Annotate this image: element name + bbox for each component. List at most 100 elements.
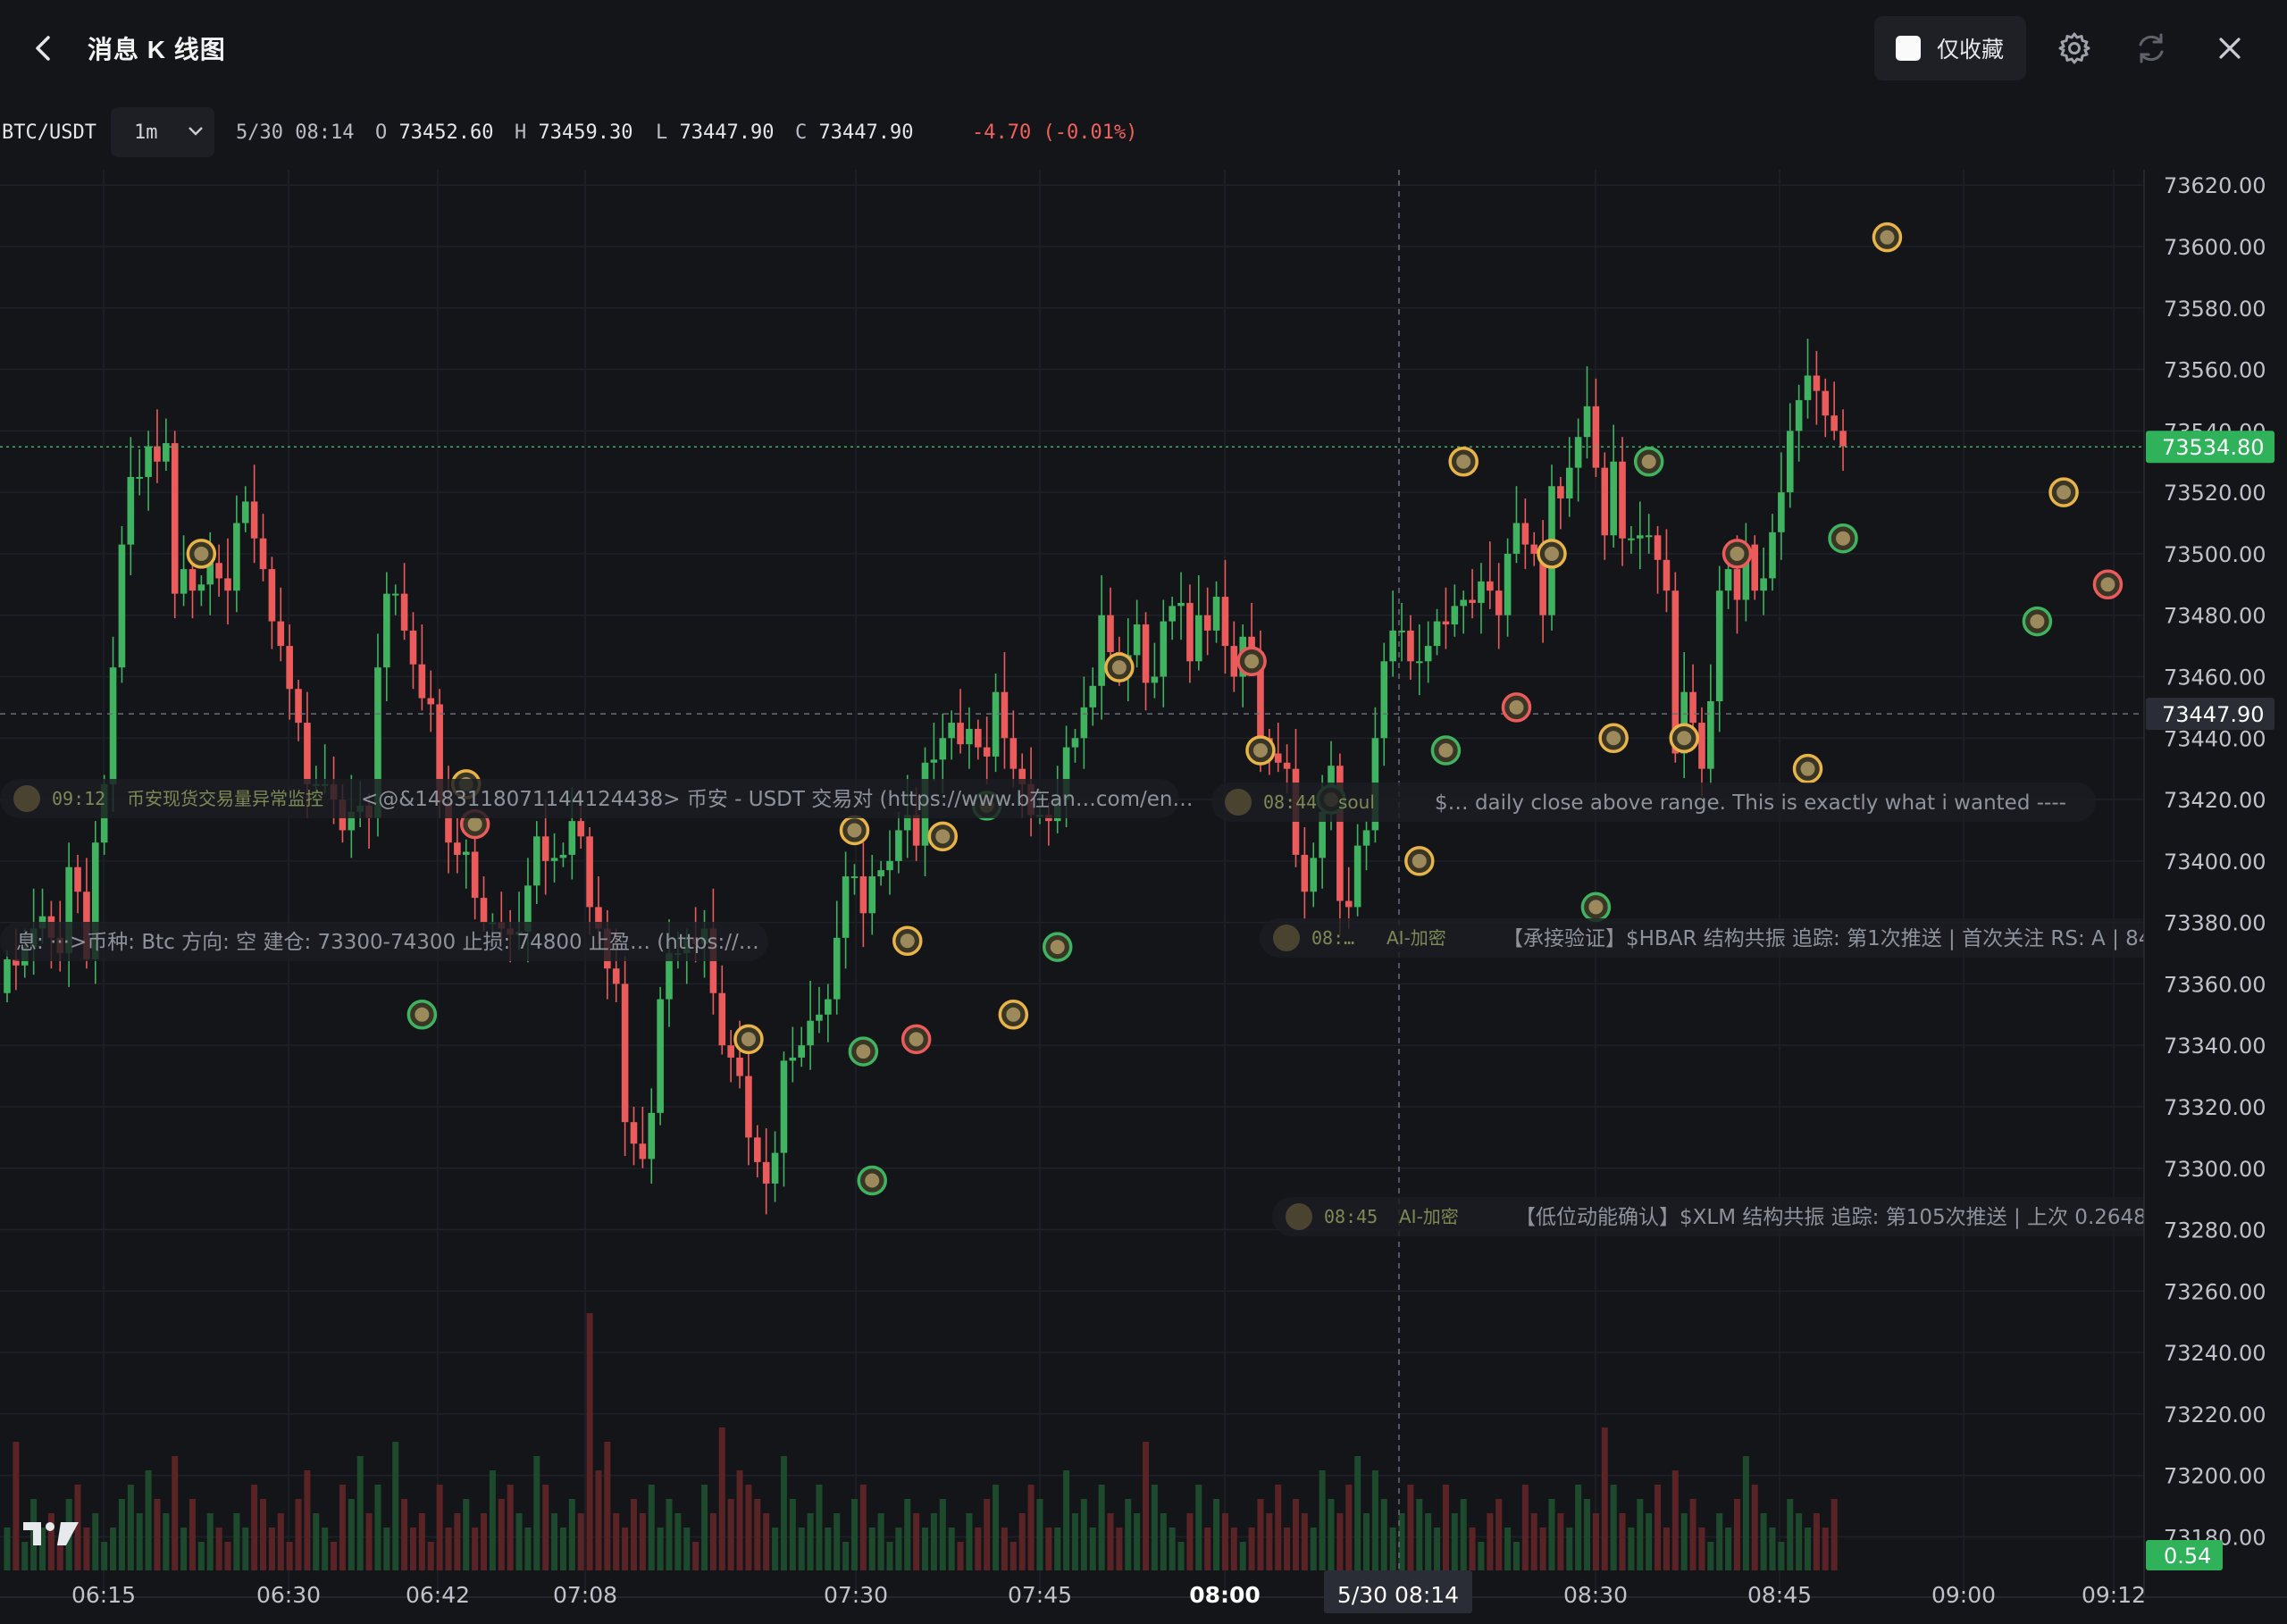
message-marker[interactable]: [1501, 692, 1532, 723]
candle[interactable]: [1778, 452, 1785, 560]
candle[interactable]: [1389, 590, 1396, 677]
refresh-button[interactable]: [2130, 27, 2173, 70]
candle[interactable]: [1371, 707, 1379, 843]
message-marker[interactable]: [1404, 846, 1435, 876]
candle[interactable]: [1424, 621, 1432, 683]
message-bubble[interactable]: 09:12 币安现货交易量异常监控 <@&1483118071144124438> …: [0, 779, 1193, 818]
candle[interactable]: [1539, 520, 1546, 643]
message-marker[interactable]: [1598, 723, 1629, 754]
message-marker[interactable]: [901, 1024, 932, 1055]
candle[interactable]: [1795, 384, 1803, 462]
candle[interactable]: [745, 1051, 752, 1166]
candle[interactable]: [1628, 525, 1635, 554]
candle[interactable]: [427, 670, 435, 732]
candle[interactable]: [391, 584, 399, 615]
candle[interactable]: [1619, 437, 1626, 566]
candle[interactable]: [1565, 437, 1573, 517]
favorites-only-checkbox[interactable]: [1896, 36, 1921, 61]
candle[interactable]: [1715, 565, 1723, 732]
candle[interactable]: [1142, 612, 1150, 711]
candle[interactable]: [1407, 615, 1414, 680]
settings-button[interactable]: [2053, 27, 2096, 70]
candle[interactable]: [1822, 378, 1830, 438]
candle[interactable]: [1839, 409, 1847, 472]
candle[interactable]: [789, 1026, 797, 1083]
candle[interactable]: [727, 1030, 734, 1083]
back-button[interactable]: [25, 29, 64, 68]
close-button[interactable]: [2208, 27, 2251, 70]
candle[interactable]: [948, 710, 955, 760]
candle[interactable]: [1601, 452, 1609, 560]
candle[interactable]: [1530, 532, 1538, 566]
candle[interactable]: [621, 956, 629, 1157]
candle[interactable]: [630, 1106, 638, 1166]
candle[interactable]: [1089, 667, 1097, 726]
candle[interactable]: [807, 980, 814, 1070]
candle[interactable]: [1698, 707, 1705, 797]
time-axis[interactable]: 06:15 06:30 06:42 07:08 07:30 07:45 08:00 08:30…: [0, 1570, 2287, 1613]
candle[interactable]: [1769, 514, 1776, 591]
interval-select[interactable]: 1m: [111, 107, 214, 157]
message-bubble[interactable]: 08:45 AI-加密 【低位动能确认】$XLM 结构共振 追踪: 第105次推送 …: [1272, 1197, 2287, 1236]
candle[interactable]: [295, 679, 302, 741]
candle[interactable]: [277, 587, 285, 662]
favorites-only-toggle[interactable]: 仅收藏: [1874, 16, 2026, 80]
candle[interactable]: [1786, 403, 1794, 508]
message-marker[interactable]: [2048, 477, 2079, 507]
candle[interactable]: [1203, 587, 1211, 656]
message-marker[interactable]: [1430, 735, 1462, 766]
message-marker[interactable]: [1792, 753, 1823, 784]
candle[interactable]: [1186, 584, 1194, 683]
message-marker[interactable]: [839, 815, 870, 846]
candle[interactable]: [648, 1088, 656, 1184]
message-marker[interactable]: [1722, 539, 1753, 569]
candle[interactable]: [1353, 824, 1361, 917]
candle[interactable]: [1221, 559, 1229, 674]
candle[interactable]: [136, 448, 143, 496]
candle[interactable]: [550, 833, 558, 883]
message-bubble[interactable]: 08:… AI-加密 【承接验证】$HBAR 结构共振 追踪: 第1次推送 | 首次…: [1260, 918, 2287, 958]
candle[interactable]: [559, 842, 567, 867]
candle[interactable]: [798, 1026, 805, 1067]
candle[interactable]: [1151, 642, 1159, 699]
candle[interactable]: [657, 986, 664, 1126]
kline-chart[interactable]: 09:12 币安现货交易量异常监控 <@&1483118071144124438> …: [0, 170, 2287, 1624]
message-marker[interactable]: [406, 1000, 438, 1030]
candle[interactable]: [780, 1051, 788, 1187]
candle[interactable]: [718, 965, 726, 1055]
candle[interactable]: [850, 864, 859, 895]
candle[interactable]: [1654, 525, 1662, 594]
candle[interactable]: [1689, 664, 1696, 735]
candle[interactable]: [877, 860, 884, 886]
candle[interactable]: [1460, 590, 1467, 634]
candle[interactable]: [145, 431, 152, 511]
candle[interactable]: [286, 624, 293, 720]
candle[interactable]: [180, 535, 188, 607]
candle[interactable]: [215, 544, 222, 598]
candle[interactable]: [816, 986, 823, 1034]
price-axis[interactable]: 73620.0073600.0073580.0073560.0073540.00…: [2143, 170, 2287, 1597]
candle[interactable]: [1416, 624, 1423, 696]
candle[interactable]: [1160, 599, 1168, 707]
message-marker[interactable]: [2022, 606, 2053, 637]
candle[interactable]: [833, 900, 841, 1015]
candle[interactable]: [1478, 563, 1485, 634]
candle[interactable]: [1009, 710, 1018, 788]
candle[interactable]: [762, 1128, 770, 1215]
candle[interactable]: [127, 437, 135, 575]
message-marker[interactable]: [2092, 569, 2124, 600]
candle[interactable]: [163, 418, 170, 472]
candle[interactable]: [639, 1106, 647, 1168]
candle[interactable]: [1195, 574, 1202, 671]
candle[interactable]: [868, 854, 876, 935]
candle[interactable]: [1169, 597, 1176, 640]
candle[interactable]: [1380, 642, 1388, 766]
candle[interactable]: [233, 495, 240, 613]
candle[interactable]: [171, 431, 179, 619]
candle[interactable]: [842, 851, 850, 969]
message-marker[interactable]: [1537, 539, 1567, 569]
candle[interactable]: [975, 719, 982, 760]
candle[interactable]: [1310, 842, 1318, 908]
candle[interactable]: [930, 723, 938, 782]
candle[interactable]: [1442, 587, 1450, 649]
